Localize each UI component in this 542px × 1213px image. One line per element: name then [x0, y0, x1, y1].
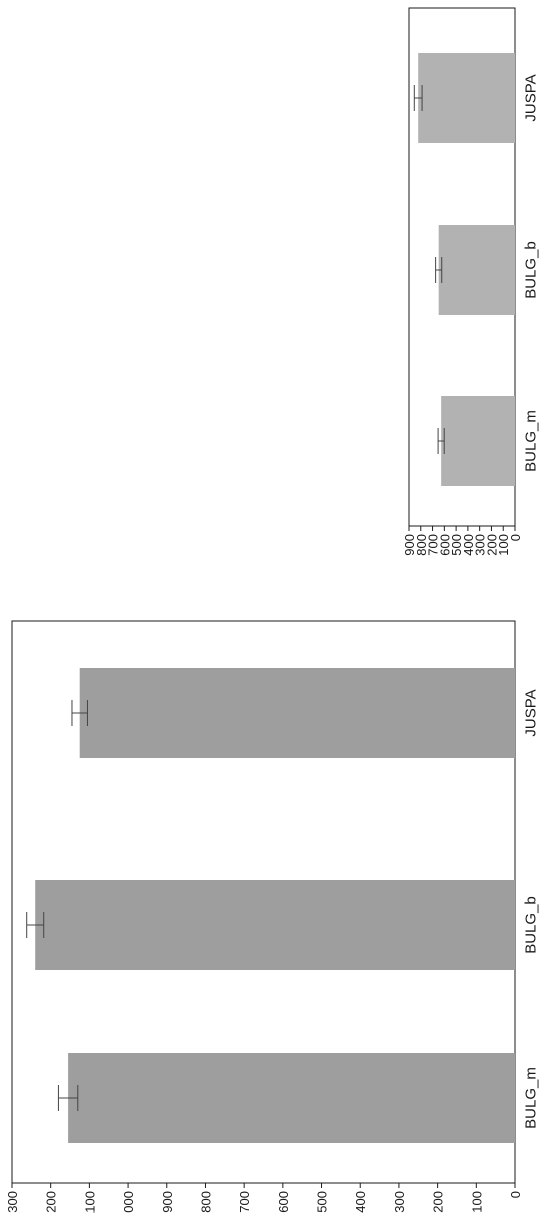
- ip-category-label: BULG_b: [522, 896, 539, 954]
- pause-category-label: BULG_m: [522, 410, 539, 472]
- pause-error-bar-bulg-b: [435, 257, 443, 283]
- pause-bar-bulg-m: [441, 396, 515, 486]
- ip-category-label: JUSPA: [522, 689, 539, 736]
- pause-tick-label: 200: [484, 534, 499, 556]
- ip-tick-label: 600: [276, 1191, 291, 1213]
- ip-tick-label: 1000: [121, 1191, 136, 1213]
- ip-tick-label: 300: [392, 1191, 407, 1213]
- pause-tick-label: 500: [449, 534, 464, 556]
- ip-tick-label: 100: [469, 1191, 484, 1213]
- pause-error-bar-juspa: [413, 85, 423, 111]
- pause-tick-label: 300: [473, 534, 488, 556]
- pause-tick-label: 0: [508, 534, 523, 541]
- ip-tick-label: 700: [237, 1191, 252, 1213]
- pause-tick-label: 700: [426, 534, 441, 556]
- ip-bar-bulg-b: [35, 880, 515, 970]
- ip-tick-label: 900: [160, 1191, 175, 1213]
- ip-tick-label: 0: [508, 1191, 523, 1198]
- ip-tick-label: 200: [431, 1191, 446, 1213]
- ip-tick-label: 1300: [5, 1191, 20, 1213]
- ip-tick-label: 400: [353, 1191, 368, 1213]
- pause-category-label: BULG_b: [522, 241, 539, 299]
- ip-duration-chart: 0 100 200 300 400 500 600 700 800 900 1000 1100 1200…: [5, 620, 539, 1213]
- pause-duration-chart: 0100200300400500600700800900mean pause d…: [402, 7, 539, 556]
- pause-tick-label: 800: [414, 534, 429, 556]
- pause-tick-label: 900: [402, 534, 417, 556]
- ip-category-label: BULG_m: [522, 1067, 539, 1129]
- ip-tick-label: 500: [315, 1191, 330, 1213]
- ip-error-bar-bulg-m: [57, 1085, 79, 1111]
- pause-error-bar-bulg-m: [437, 428, 445, 454]
- pause-category-label: JUSPA: [522, 74, 539, 121]
- pause-bar-bulg-b: [438, 225, 515, 315]
- pause-tick-label: 400: [461, 534, 476, 556]
- ip-bar-bulg-m: [68, 1053, 515, 1143]
- ip-tick-label: 1200: [44, 1191, 59, 1213]
- ip-error-bar-juspa: [71, 700, 88, 726]
- ip-bar-juspa: [79, 668, 515, 758]
- ip-tick-label: 800: [198, 1191, 213, 1213]
- pause-tick-label: 100: [496, 534, 511, 556]
- ip-tick-label: 1100: [82, 1191, 97, 1213]
- pause-tick-label: 600: [437, 534, 452, 556]
- pause-bar-juspa: [418, 53, 515, 143]
- ip-error-bar-bulg-b: [26, 912, 45, 938]
